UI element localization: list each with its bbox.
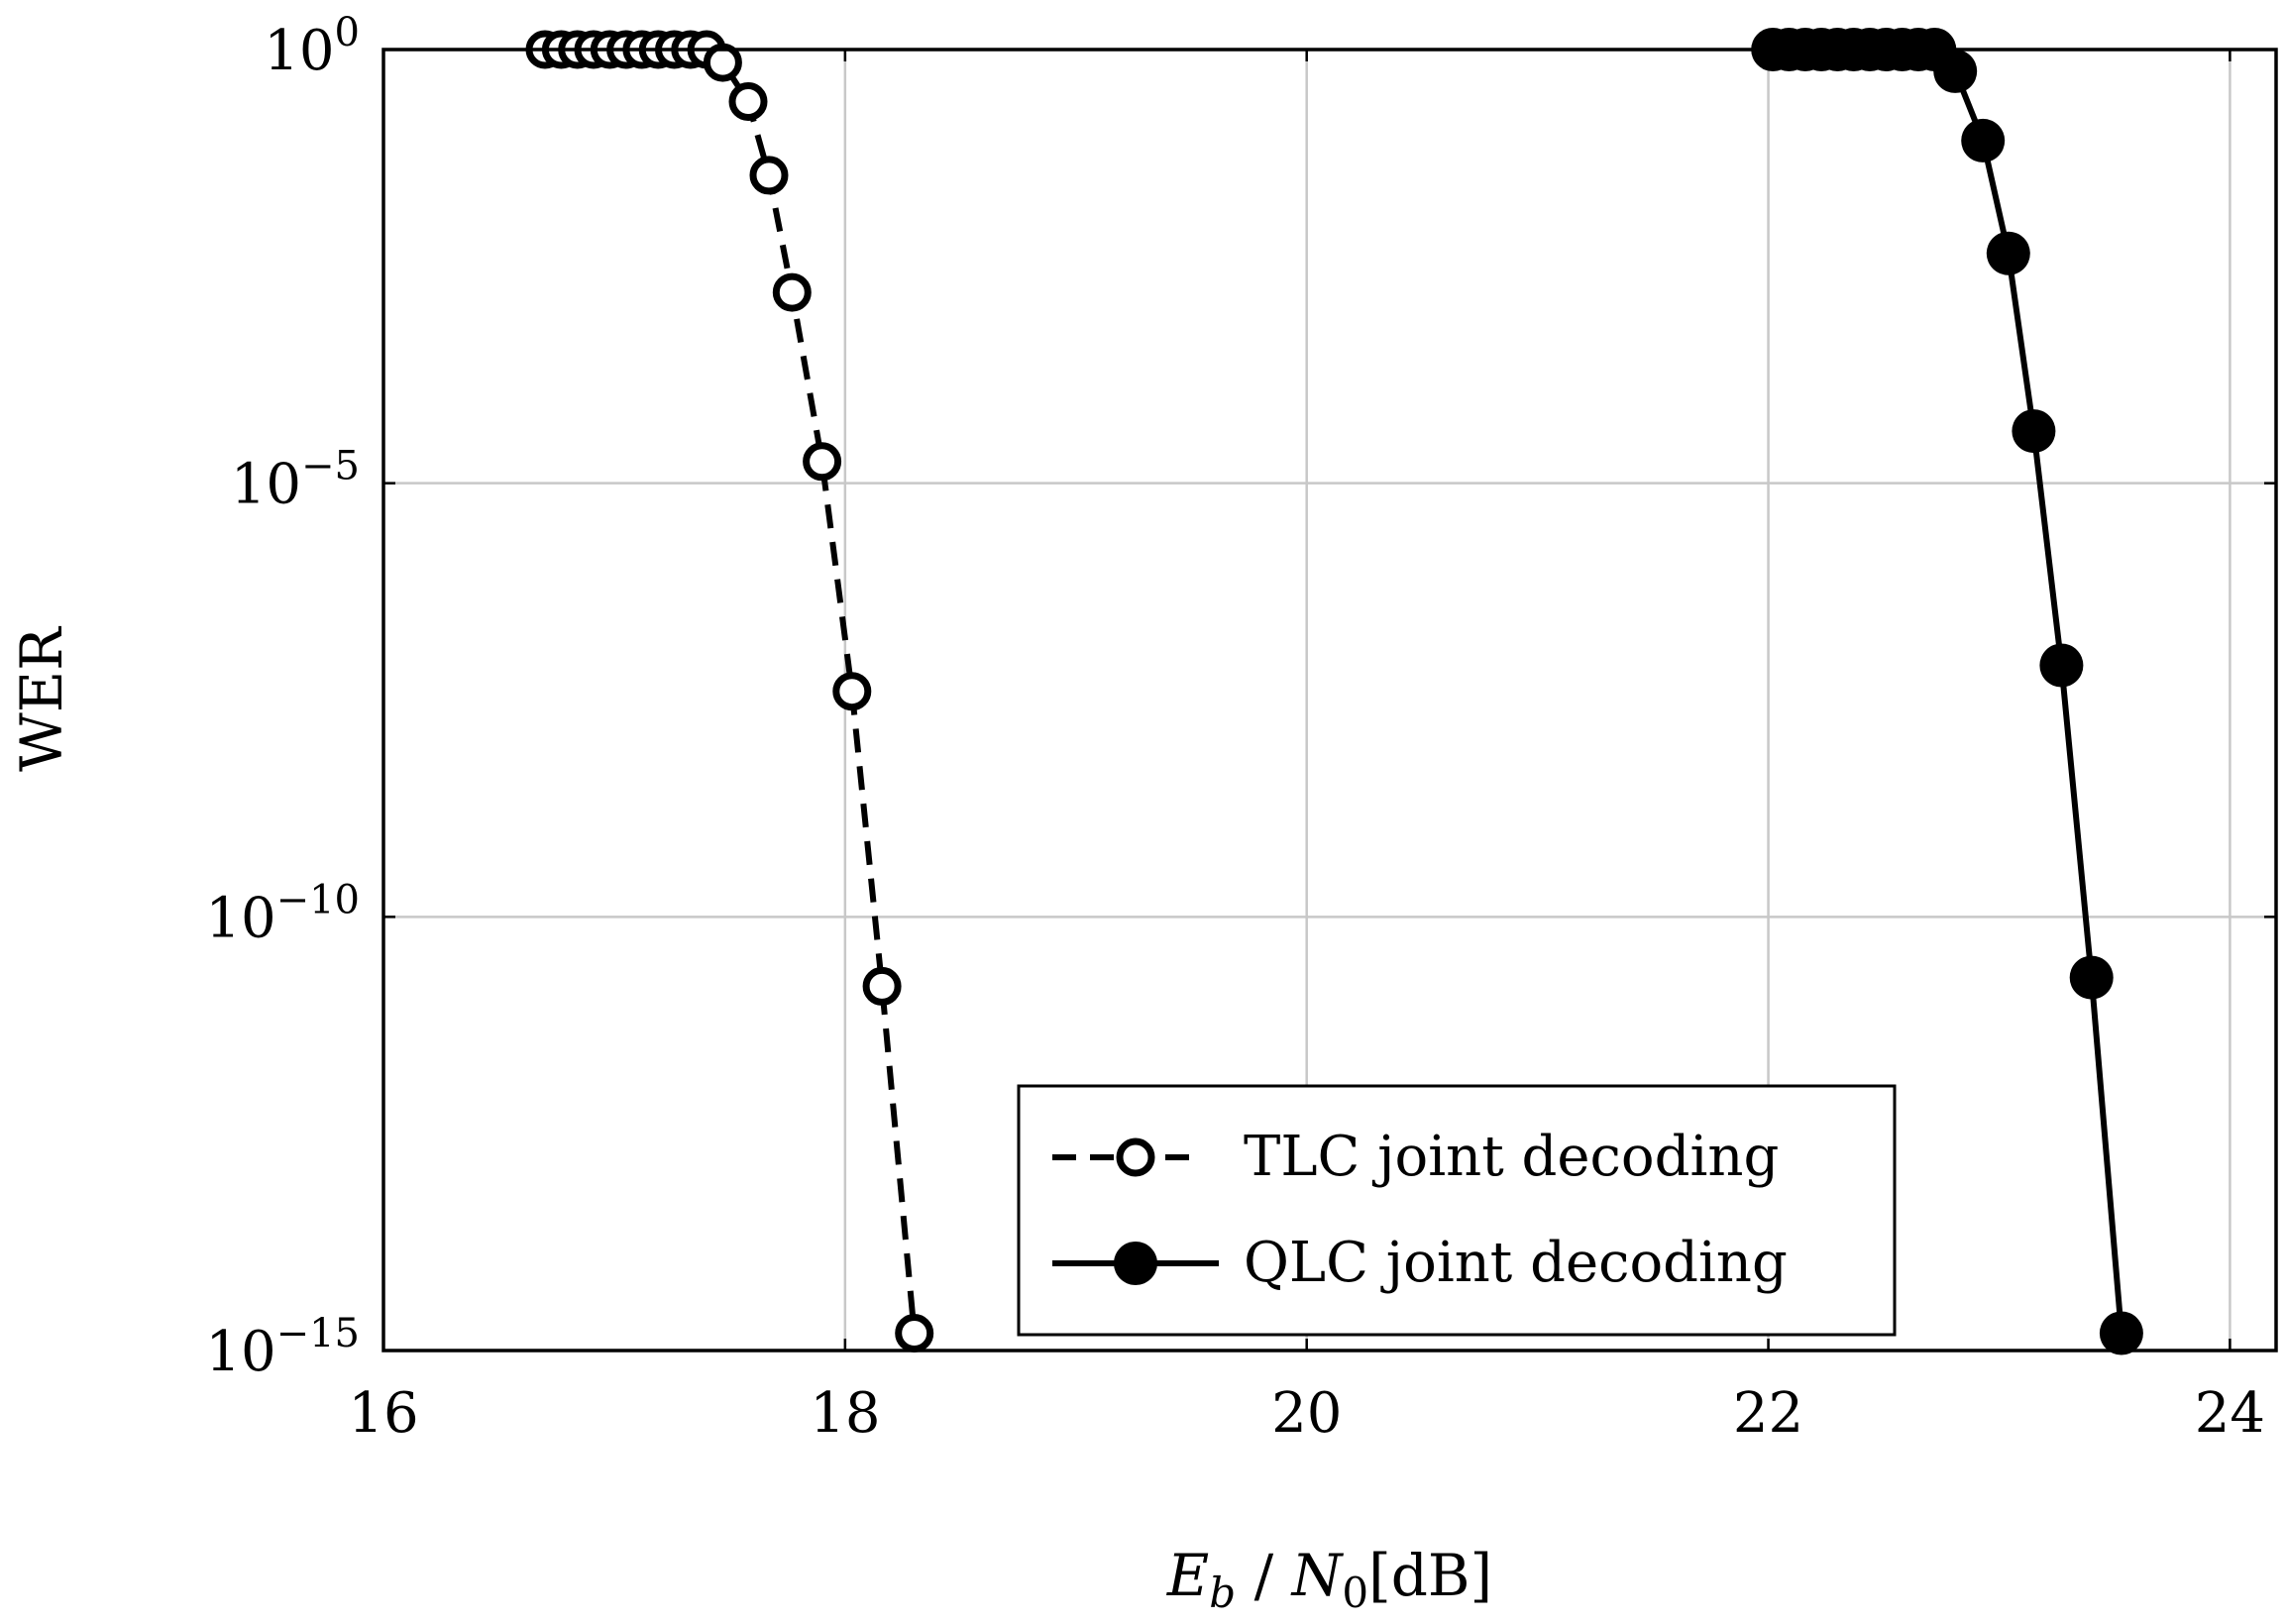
point-qlc-14 [2012,409,2056,454]
point-qlc-15 [2039,643,2084,688]
point-qlc-13 [1986,231,2030,275]
point-tlc-17 [862,966,902,1006]
x-title-b-subscript: b [1209,1569,1236,1617]
y-tick-label-0: 100 [264,10,360,83]
legend-label-qlc: QLC joint decoding [1244,1231,1788,1295]
point-tlc-16 [832,672,872,711]
point-tlc-15 [803,442,842,482]
y-tick-label--10: 10−10 [205,877,360,950]
point-qlc-16 [2069,955,2114,1000]
legend-box [1017,1084,1897,1337]
y-tick-label--5: 10−5 [231,444,360,517]
x-title-unit: [dB] [1368,1542,1492,1609]
legend-marker-tlc [1116,1137,1155,1177]
point-tlc-12 [728,82,768,121]
axis-ticks: 16 18 20 22 24 100 10−5 10−10 10−15 [205,10,2276,1446]
x-title-e: E [1166,1542,1209,1609]
x-tick-label-18: 18 [810,1381,880,1446]
x-axis-title: Eb / N0[dB] [1166,1542,1492,1617]
point-tlc-13 [749,156,789,195]
point-qlc-11 [1933,49,1978,93]
x-tick-label-24: 24 [2195,1381,2265,1446]
x-tick-label-16: 16 [348,1381,418,1446]
point-tlc-14 [772,272,812,312]
legend: TLC joint decoding QLC joint decoding [1017,1084,1897,1337]
plot-frame [381,48,2278,1353]
point-tlc-18 [895,1314,934,1353]
y-tick-label--15: 10−15 [205,1311,360,1384]
x-title-slash: / [1236,1542,1291,1609]
x-title-0-subscript: 0 [1342,1569,1368,1617]
legend-marker-qlc [1114,1242,1157,1285]
y-axis-title: WER [8,625,75,772]
x-title-n: N [1290,1542,1345,1609]
point-qlc-12 [1961,118,2006,162]
x-tick-label-20: 20 [1271,1381,1342,1446]
x-tick-label-22: 22 [1733,1381,1803,1446]
legend-label-tlc: TLC joint decoding [1244,1125,1779,1189]
point-tlc-11 [703,43,742,82]
point-qlc-17 [2099,1311,2143,1355]
